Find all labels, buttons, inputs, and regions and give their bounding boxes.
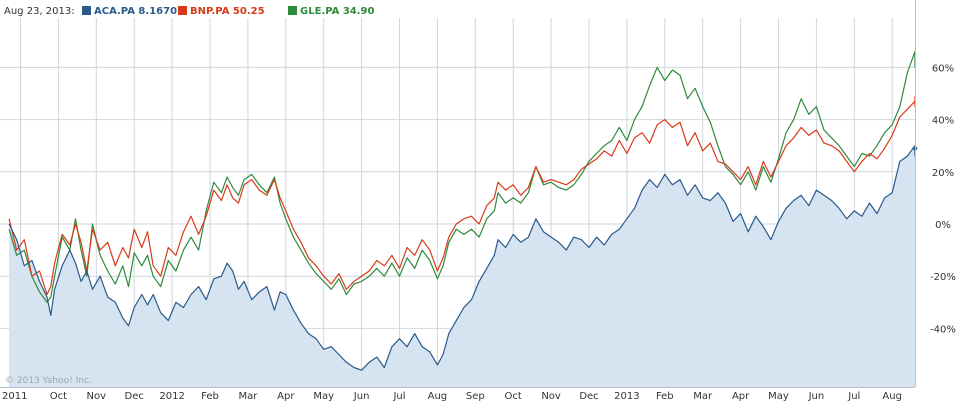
x-tick-label: Mar (238, 391, 258, 402)
x-tick-label: Aug (428, 391, 448, 402)
y-tick-label: -40% (930, 324, 956, 335)
x-tick-label: Nov (87, 391, 107, 402)
legend-item-aca[interactable]: ACA.PA 8.1670 (94, 6, 177, 17)
x-tick-label: May (313, 391, 334, 402)
series-line-aca-pa (8, 145, 916, 371)
legend-item-bnp[interactable]: BNP.PA 50.25 (190, 6, 265, 17)
x-tick-label: Feb (656, 391, 674, 402)
legend: Aug 23, 2013: ACA.PA 8.1670 BNP.PA 50.25… (4, 6, 375, 17)
series-lines (8, 51, 918, 371)
x-tick-label: 2013 (614, 391, 639, 402)
x-tick-label: Jul (847, 391, 860, 402)
x-tick-label: Feb (201, 391, 219, 402)
x-tick-label: Mar (693, 391, 713, 402)
series-line-gle-pa (8, 51, 916, 303)
legend-item-gle[interactable]: GLE.PA 34.90 (300, 6, 375, 17)
x-tick-label: Aug (882, 391, 902, 402)
y-axis-labels: 60% 40% 20% 0% -20% -40% (930, 63, 956, 335)
x-tick-label: Dec (579, 391, 598, 402)
plot-frame (0, 0, 916, 388)
x-tick-label: Oct (505, 391, 522, 402)
y-tick-label: -20% (930, 272, 956, 283)
x-tick-label: Jun (353, 391, 370, 402)
x-tick-label: Jun (808, 391, 825, 402)
series-line-bnp-pa (8, 96, 916, 296)
y-tick-label: 60% (932, 63, 954, 74)
legend-swatch-gle (288, 6, 297, 15)
legend-swatch-aca (82, 6, 91, 15)
area-fill-layer (9, 145, 916, 387)
x-tick-label: Apr (732, 391, 750, 402)
legend-swatch-bnp (178, 6, 187, 15)
legend-date: Aug 23, 2013: (4, 6, 75, 17)
y-tick-label: 40% (932, 116, 954, 127)
x-tick-label: Nov (541, 391, 561, 402)
y-tick-label: 0% (935, 220, 951, 231)
x-tick-label: Sep (466, 391, 485, 402)
x-tick-label: Jul (392, 391, 405, 402)
x-tick-label: 2011 (2, 391, 27, 402)
x-axis-labels: 2011 Oct Nov Dec 2012 Feb Mar Apr May Jun Jul Aug Se… (2, 391, 902, 402)
x-tick-label: Apr (277, 391, 295, 402)
y-tick-label: 20% (932, 168, 954, 179)
x-tick-label: Dec (125, 391, 144, 402)
x-tick-label: May (768, 391, 789, 402)
series-area-aca (9, 145, 916, 387)
x-tick-label: Oct (50, 391, 67, 402)
x-tick-label: 2012 (159, 391, 184, 402)
yahoo-watermark: © 2013 Yahoo! Inc. (5, 376, 92, 386)
